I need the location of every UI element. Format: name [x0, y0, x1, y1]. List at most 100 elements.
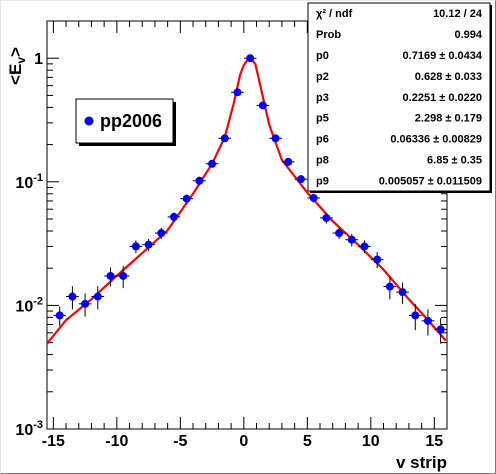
data-marker: [271, 134, 280, 143]
data-marker: [309, 193, 318, 202]
y-tick-label: 10-3: [15, 419, 43, 439]
data-point: [193, 176, 206, 186]
data-point: [434, 318, 447, 344]
data-point: [269, 134, 282, 143]
y-tick-label-base: 1: [34, 51, 43, 68]
y-tick-label-base: 10: [15, 422, 33, 439]
data-point: [383, 276, 397, 300]
stats-shadow: [310, 191, 492, 193]
y-tick-label-exponent: -2: [33, 295, 43, 307]
data-point: [53, 306, 67, 327]
data-point: [167, 212, 181, 222]
data-marker: [436, 325, 445, 334]
plot-frame: [46, 20, 448, 430]
y-tick-label: 10-1: [15, 172, 43, 192]
stats-row-value: 0.06336 ± 0.00829: [390, 134, 482, 146]
stats-row-label: p0: [316, 50, 329, 62]
data-marker: [423, 316, 432, 325]
data-marker: [258, 101, 267, 110]
data-point: [307, 193, 321, 203]
y-axis-title-subscript: v: [14, 57, 28, 64]
legend-shadow: [79, 143, 176, 146]
data-point: [345, 233, 359, 247]
data-marker: [411, 311, 420, 320]
data-point: [281, 157, 295, 166]
data-marker: [398, 288, 407, 297]
legend-marker-pp2006: [84, 116, 94, 126]
y-tick-label-base: 10: [15, 298, 33, 315]
data-marker: [182, 194, 191, 203]
stats-row-label: p5: [316, 113, 329, 125]
data-point: [408, 303, 422, 331]
y-axis-title-close: >: [6, 47, 25, 57]
data-point: [294, 175, 308, 184]
stats-row-value: 6.85 ± 0.35: [427, 154, 482, 166]
stats-box: [307, 2, 491, 192]
data-marker: [284, 157, 293, 166]
data-point: [320, 212, 333, 224]
stats-row-value: 10.12 / 24: [433, 8, 483, 20]
data-point: [154, 227, 168, 239]
stats-row-label: p8: [316, 154, 329, 166]
x-axis-title: v strip: [396, 453, 447, 472]
y-tick-label-exponent: -3: [33, 419, 43, 431]
stats-row-label: p9: [316, 175, 329, 187]
stats-row-value: 0.994: [454, 29, 482, 41]
data-marker: [322, 213, 331, 222]
y-tick-label: 1: [34, 51, 43, 68]
data-marker: [296, 175, 305, 184]
data-marker: [360, 242, 369, 251]
x-tick-label: 0: [239, 433, 248, 450]
stats-row-value: 0.7169 ± 0.0434: [403, 50, 483, 62]
stats-row-value: 0.005057 ± 0.011509: [379, 175, 482, 187]
legend-label-pp2006: pp2006: [100, 111, 162, 131]
data-marker: [55, 311, 64, 320]
data-marker: [220, 134, 229, 143]
data-point: [218, 134, 232, 143]
x-tick-label: -15: [42, 433, 65, 450]
data-marker: [68, 292, 77, 301]
data-point: [370, 252, 384, 269]
x-tick-labels: -15 -10 -5 0 5 10 15: [42, 433, 444, 450]
data-marker: [81, 299, 90, 308]
data-marker: [195, 176, 204, 185]
data-point: [231, 88, 244, 97]
data-marker: [93, 292, 102, 301]
data-marker: [385, 282, 394, 291]
data-marker: [246, 54, 255, 63]
data-marker: [144, 240, 153, 249]
y-tick-label-base: 10: [15, 175, 33, 192]
data-marker: [347, 235, 356, 244]
fit-statistics-box: χ² / ndf 10.12 / 24 Prob 0.994 p0 0.7169 ± 0.…: [307, 2, 492, 193]
data-point: [421, 309, 435, 336]
data-marker: [233, 88, 242, 97]
data-point: [78, 293, 92, 317]
y-axis-title: <Ev>: [6, 47, 28, 85]
data-point: [129, 240, 143, 254]
x-tick-label: -5: [173, 433, 187, 450]
data-marker: [208, 159, 217, 168]
stats-row-label: p2: [316, 71, 329, 83]
plot-frame-layer: [46, 20, 448, 430]
data-marker: [335, 229, 344, 238]
data-marker: [373, 255, 382, 264]
legend: pp2006: [75, 98, 176, 146]
data-point: [358, 240, 371, 254]
stats-row-value: 0.628 ± 0.033: [415, 71, 482, 83]
stats-rows: χ² / ndf 10.12 / 24 Prob 0.994 p0 0.7169 ± 0.…: [316, 8, 483, 187]
y-tick-label: 10-2: [15, 295, 43, 315]
data-points: [53, 54, 447, 344]
data-point: [180, 194, 194, 204]
y-tick-label-exponent: -1: [33, 172, 43, 184]
x-tick-label: 5: [303, 433, 312, 450]
data-point: [142, 238, 155, 252]
data-marker: [119, 271, 128, 280]
data-point: [116, 266, 130, 289]
stats-row-label: Prob: [316, 29, 341, 41]
y-axis-title-main: <E: [6, 64, 25, 85]
data-marker: [157, 229, 166, 238]
data-marker: [106, 271, 115, 280]
data-point: [66, 286, 79, 310]
